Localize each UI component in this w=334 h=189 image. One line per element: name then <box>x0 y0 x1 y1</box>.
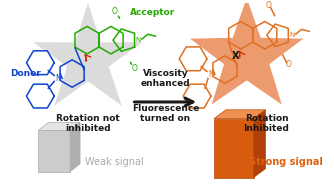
Text: Rotation
Inhibited: Rotation Inhibited <box>243 114 290 133</box>
Text: X: X <box>232 51 239 61</box>
Text: N: N <box>55 74 61 83</box>
Polygon shape <box>33 3 143 106</box>
Text: Donor: Donor <box>11 69 41 78</box>
Polygon shape <box>38 130 70 172</box>
Text: Strong signal: Strong signal <box>249 157 323 167</box>
Polygon shape <box>38 123 80 130</box>
Polygon shape <box>214 119 254 177</box>
Text: N: N <box>289 32 294 38</box>
Text: Rotation not
inhibited: Rotation not inhibited <box>56 114 120 133</box>
Polygon shape <box>70 123 80 172</box>
Text: N: N <box>208 70 214 79</box>
Text: Weak signal: Weak signal <box>86 157 144 167</box>
Text: O: O <box>266 1 272 10</box>
Text: O: O <box>132 64 138 73</box>
Polygon shape <box>214 110 266 119</box>
Text: Viscosity
enhanced: Viscosity enhanced <box>141 69 190 88</box>
Text: O: O <box>112 7 118 16</box>
Polygon shape <box>190 0 303 105</box>
Text: O: O <box>286 60 292 69</box>
Text: Fluorescence
turned on: Fluorescence turned on <box>132 104 199 123</box>
Text: N: N <box>135 37 140 43</box>
Polygon shape <box>254 110 266 177</box>
Text: Acceptor: Acceptor <box>130 8 175 17</box>
